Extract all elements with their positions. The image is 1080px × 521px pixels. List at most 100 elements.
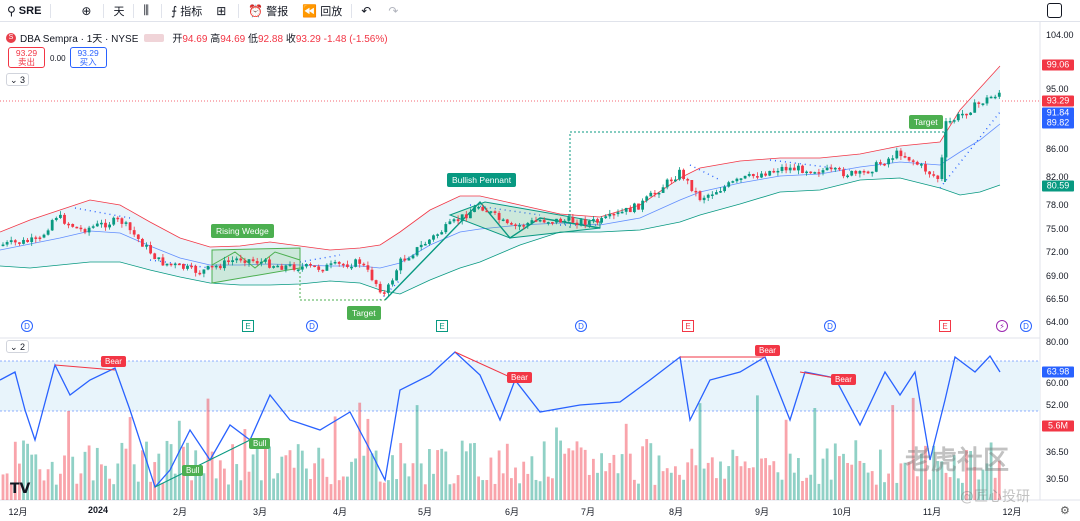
earnings-icon[interactable]: E	[939, 320, 951, 332]
volume-bar	[903, 462, 907, 500]
volume-bar	[768, 465, 772, 500]
candle-body	[850, 170, 854, 176]
undo-button[interactable]: ↶	[354, 0, 381, 22]
candle-body	[883, 163, 886, 166]
redo-button[interactable]: ↷	[381, 0, 408, 22]
volume-bar	[829, 479, 833, 500]
time-tick: 12月	[8, 507, 28, 517]
sell-button[interactable]: 93.29 卖出	[8, 47, 45, 68]
layouts-button[interactable]: ⊞	[209, 0, 236, 22]
bollinger-upper	[0, 65, 1001, 251]
volume-bar	[981, 469, 985, 500]
sempra-logo-icon: S	[6, 32, 16, 43]
volume-bar	[255, 448, 259, 500]
replay-button[interactable]: ⏪ 回放	[295, 0, 349, 22]
earnings-icon[interactable]: E	[436, 320, 448, 332]
time-tick: 2月	[172, 507, 188, 517]
candle-body	[530, 220, 534, 223]
lightning-icon[interactable]: ⚡	[996, 320, 1008, 332]
alert-button[interactable]: ⏰ 警报	[241, 0, 295, 22]
legend-menu-button[interactable]	[144, 33, 165, 42]
candle-body	[321, 269, 325, 272]
pennant-target-line	[569, 131, 945, 228]
candle-body	[223, 260, 226, 269]
candle-body	[764, 173, 767, 176]
symbol-search[interactable]: ⚲ SRE	[0, 0, 48, 22]
candle-body	[202, 269, 206, 274]
volume-bar	[313, 463, 316, 500]
volume-bar	[694, 465, 698, 500]
volume-bar	[628, 453, 632, 500]
volume-bar	[915, 476, 919, 500]
candle-body	[674, 179, 677, 182]
volume-bar	[555, 427, 558, 500]
earnings-icon[interactable]: E	[242, 320, 254, 332]
dividend-icon[interactable]: D	[1020, 320, 1032, 332]
volume-bar	[526, 473, 530, 500]
oscillator-collapse-button[interactable]: ⌄ 2	[6, 340, 30, 353]
volume-bar	[710, 457, 714, 500]
volume-bar	[469, 443, 472, 500]
settings-icon[interactable]: ⚙	[1060, 505, 1070, 517]
symbol-label: SRE	[18, 4, 42, 17]
legend-title[interactable]: DBA Sempra · 1天 · NYSE	[20, 34, 139, 45]
rising-wedge-label[interactable]: Rising Wedge	[211, 224, 274, 238]
candle-body	[464, 214, 468, 219]
candle-body	[325, 264, 329, 271]
volume-bar	[325, 476, 329, 500]
candle-body	[723, 186, 726, 192]
candle-body	[485, 210, 489, 213]
dividend-icon[interactable]: D	[306, 320, 318, 332]
price-tag: 99.06	[1042, 59, 1074, 71]
buy-button[interactable]: 93.29 买入	[69, 47, 107, 68]
volume-bar	[112, 484, 116, 500]
target-label-1[interactable]: Target	[347, 306, 381, 320]
bollinger-band	[0, 66, 1000, 294]
price-tick: 72.00	[1046, 247, 1069, 257]
candle-body	[903, 156, 907, 158]
earnings-icon[interactable]: E	[682, 320, 694, 332]
price-tick: 78.00	[1046, 200, 1069, 210]
candle-body	[768, 170, 772, 176]
fullscreen-button[interactable]	[1047, 3, 1062, 18]
candle-body	[288, 264, 292, 266]
candle-body	[42, 234, 46, 238]
volume-bar	[731, 449, 735, 500]
indicators-collapse-button[interactable]: ⌄ 3	[6, 73, 30, 86]
candle-body	[956, 114, 960, 121]
candle-body	[362, 263, 366, 266]
volume-bar	[54, 484, 58, 500]
volume-bar	[280, 456, 284, 500]
indicators-label: 指标	[180, 5, 203, 18]
candle-body	[30, 237, 34, 243]
candle-body	[497, 212, 501, 220]
tradingview-logo: TV	[10, 481, 31, 497]
time-tick: 2024	[87, 505, 109, 515]
candle-body	[842, 169, 845, 177]
dividend-icon[interactable]: D	[824, 320, 836, 332]
volume-bar	[522, 461, 526, 500]
target-label-2[interactable]: Target	[909, 115, 943, 129]
volume-bar	[616, 473, 620, 500]
dividend-icon[interactable]: D	[21, 320, 33, 332]
candle-body	[432, 235, 435, 240]
candle-body	[731, 181, 735, 183]
candle-body	[698, 191, 702, 201]
volume-bar	[612, 454, 616, 500]
bullish-pennant-label[interactable]: Bullish Pennant	[447, 173, 517, 187]
dividend-icon[interactable]: D	[575, 320, 587, 332]
candle-body	[989, 96, 993, 99]
compare-button[interactable]: ⊕	[53, 0, 101, 22]
indicators-button[interactable]: ⨍ 指标	[164, 0, 209, 22]
interval-button[interactable]: 天	[106, 0, 131, 22]
chart-type-button[interactable]: ⫼	[136, 0, 159, 22]
candle-body	[924, 164, 927, 172]
volume-bar	[87, 445, 91, 500]
wedge-target-line	[299, 268, 385, 301]
candle-body	[268, 259, 271, 268]
price-axis[interactable]: 104.00 95.00 86.00 82.00 78.00 75.00 72.00 69.0…	[1040, 22, 1080, 521]
candle-body	[788, 167, 792, 171]
candle-body	[235, 258, 239, 261]
candle-body	[46, 230, 50, 235]
